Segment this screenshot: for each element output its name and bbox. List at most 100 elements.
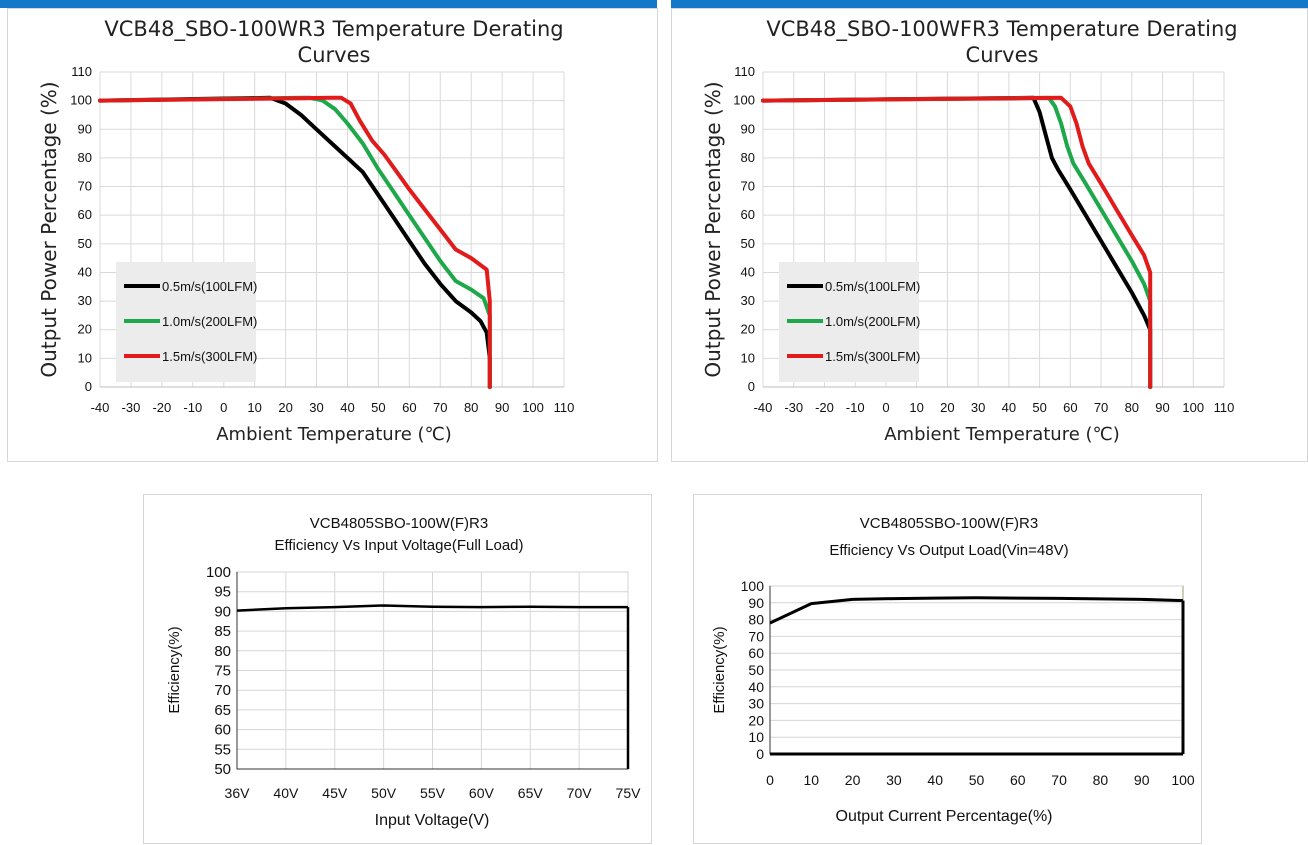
series-line [98, 95, 492, 389]
chart-subtitle: Efficiency Vs Output Load(Vin=48V) [829, 542, 1068, 559]
x-tick-label: 70 [1094, 400, 1108, 415]
x-tick-label: 80 [1125, 400, 1139, 415]
x-tick-label: 40 [340, 400, 354, 415]
series-line [769, 596, 1184, 625]
efficiency-vs-input-chart: 50 55 60 65 70 75 80 85 90 95 100 36V 40V 45V 50V 55V 60… [166, 515, 642, 829]
x-tick-label: 40V [273, 785, 299, 801]
y-tick-label: 90 [748, 595, 764, 611]
y-tick-label: 85 [214, 623, 231, 640]
top-bar-gap [657, 0, 671, 8]
derating-chart-wr3: 0 10 20 30 40 50 60 70 80 90 100 110 -40 -30 -20 -10 0 10… [37, 17, 575, 445]
x-tick-label: -40 [754, 400, 773, 415]
x-tick-label: 100 [1182, 400, 1204, 415]
x-tick-label: 65V [518, 785, 544, 801]
series-line [761, 95, 1153, 389]
x-tick-label: -40 [91, 400, 110, 415]
chart-title: VCB4805SBO-100W(F)R3 [860, 515, 1038, 532]
x-tick-label: 75V [616, 785, 642, 801]
y-tick-label: 90 [78, 121, 92, 136]
legend-label: 0.5m/s(100LFM) [162, 279, 257, 294]
y-tick-label: 30 [741, 293, 755, 308]
x-tick-label: 110 [1214, 400, 1235, 415]
x-tick-label: -30 [122, 400, 141, 415]
x-tick-label: 20 [278, 400, 292, 415]
y-tick-label: 40 [748, 679, 764, 695]
x-tick-label: 50 [1032, 400, 1046, 415]
y-tick-label: 110 [734, 64, 755, 79]
series-line [236, 604, 628, 612]
x-tick-label: 90 [1134, 772, 1150, 788]
y-tick-label: 100 [206, 564, 231, 581]
y-tick-label: 50 [741, 236, 755, 251]
x-tick-label: 80 [464, 400, 478, 415]
y-tick-label: 10 [741, 350, 755, 365]
y-tick-label: 90 [214, 603, 231, 620]
x-tick-label: 100 [1171, 772, 1195, 788]
x-tick-label: 110 [554, 400, 575, 415]
x-tick-label: 30 [886, 772, 902, 788]
y-axis-label: Efficiency(%) [711, 626, 728, 713]
x-tick-label: 45V [322, 785, 348, 801]
x-tick-label: 60 [1063, 400, 1077, 415]
y-tick-label: 10 [78, 350, 92, 365]
legend-label: 1.5m/s(300LFM) [162, 349, 257, 364]
y-tick-label: 70 [78, 179, 92, 194]
x-tick-label: 70 [1051, 772, 1067, 788]
x-tick-label: 80 [1093, 772, 1109, 788]
x-tick-label: 40 [1002, 400, 1016, 415]
chart-subtitle: Efficiency Vs Input Voltage(Full Load) [274, 537, 523, 554]
y-tick-label: 50 [78, 236, 92, 251]
chart-title: Curves [298, 43, 371, 67]
y-axis-label: Efficiency(%) [166, 626, 183, 713]
y-tick-label: 80 [78, 150, 92, 165]
x-tick-label: 10 [909, 400, 923, 415]
y-tick-label: 110 [71, 64, 92, 79]
x-tick-label: -20 [152, 400, 171, 415]
y-tick-label: 40 [78, 264, 92, 279]
x-tick-label: 70V [567, 785, 593, 801]
chart-panel-efficiency-load: 0 10 20 30 40 50 60 70 80 90 100 0 10 20 30 40 50 60 70 80 9… [693, 494, 1202, 844]
chart-title: VCB48_SBO-100WFR3 Temperature Derating [766, 17, 1237, 42]
x-tick-label: -10 [183, 400, 202, 415]
x-axis-label: Output Current Percentage(%) [836, 808, 1053, 825]
legend-label: 0.5m/s(100LFM) [825, 279, 920, 294]
y-tick-label: 60 [78, 207, 92, 222]
y-tick-label: 30 [748, 696, 764, 712]
chart-title: VCB4805SBO-100W(F)R3 [310, 515, 488, 532]
x-axis-label: Ambient Temperature (℃) [216, 424, 452, 445]
y-tick-label: 80 [741, 150, 755, 165]
x-tick-label: 70 [433, 400, 447, 415]
x-tick-label: 10 [804, 772, 820, 788]
x-tick-label: 60 [402, 400, 416, 415]
x-tick-label: 60 [1010, 772, 1026, 788]
legend-label: 1.0m/s(200LFM) [825, 314, 920, 329]
x-tick-label: 50V [371, 785, 397, 801]
x-tick-label: 50 [969, 772, 985, 788]
legend-label: 1.5m/s(300LFM) [825, 349, 920, 364]
x-tick-label: 20 [940, 400, 954, 415]
x-tick-label: 0 [882, 400, 889, 415]
chart-panel-derating-wfr3: 0 10 20 30 40 50 60 70 80 90 100 110 -40 -30 -20 -10 0 10… [671, 8, 1308, 462]
x-tick-label: -10 [846, 400, 865, 415]
y-tick-label: 100 [741, 578, 765, 594]
y-tick-label: 20 [741, 322, 755, 337]
series-line [761, 95, 1153, 389]
y-tick-label: 10 [748, 729, 764, 745]
y-tick-label: 60 [214, 722, 231, 739]
x-tick-label: 40 [927, 772, 943, 788]
y-tick-label: 100 [70, 93, 92, 108]
chart-title: VCB48_SBO-100WR3 Temperature Derating [104, 17, 563, 42]
x-tick-label: 0 [220, 400, 227, 415]
y-tick-label: 20 [748, 712, 764, 728]
x-tick-label: 20 [845, 772, 861, 788]
x-tick-label: 36V [225, 785, 251, 801]
x-tick-label: -30 [784, 400, 803, 415]
series-line [761, 95, 1153, 389]
y-tick-label: 70 [748, 628, 764, 644]
x-tick-label: 30 [309, 400, 323, 415]
y-tick-label: 50 [748, 662, 764, 678]
y-tick-label: 50 [214, 761, 231, 778]
y-tick-label: 70 [741, 179, 755, 194]
chart-panel-efficiency-input: 50 55 60 65 70 75 80 85 90 95 100 36V 40V 45V 50V 55V 60… [143, 494, 652, 844]
x-tick-label: 50 [371, 400, 385, 415]
